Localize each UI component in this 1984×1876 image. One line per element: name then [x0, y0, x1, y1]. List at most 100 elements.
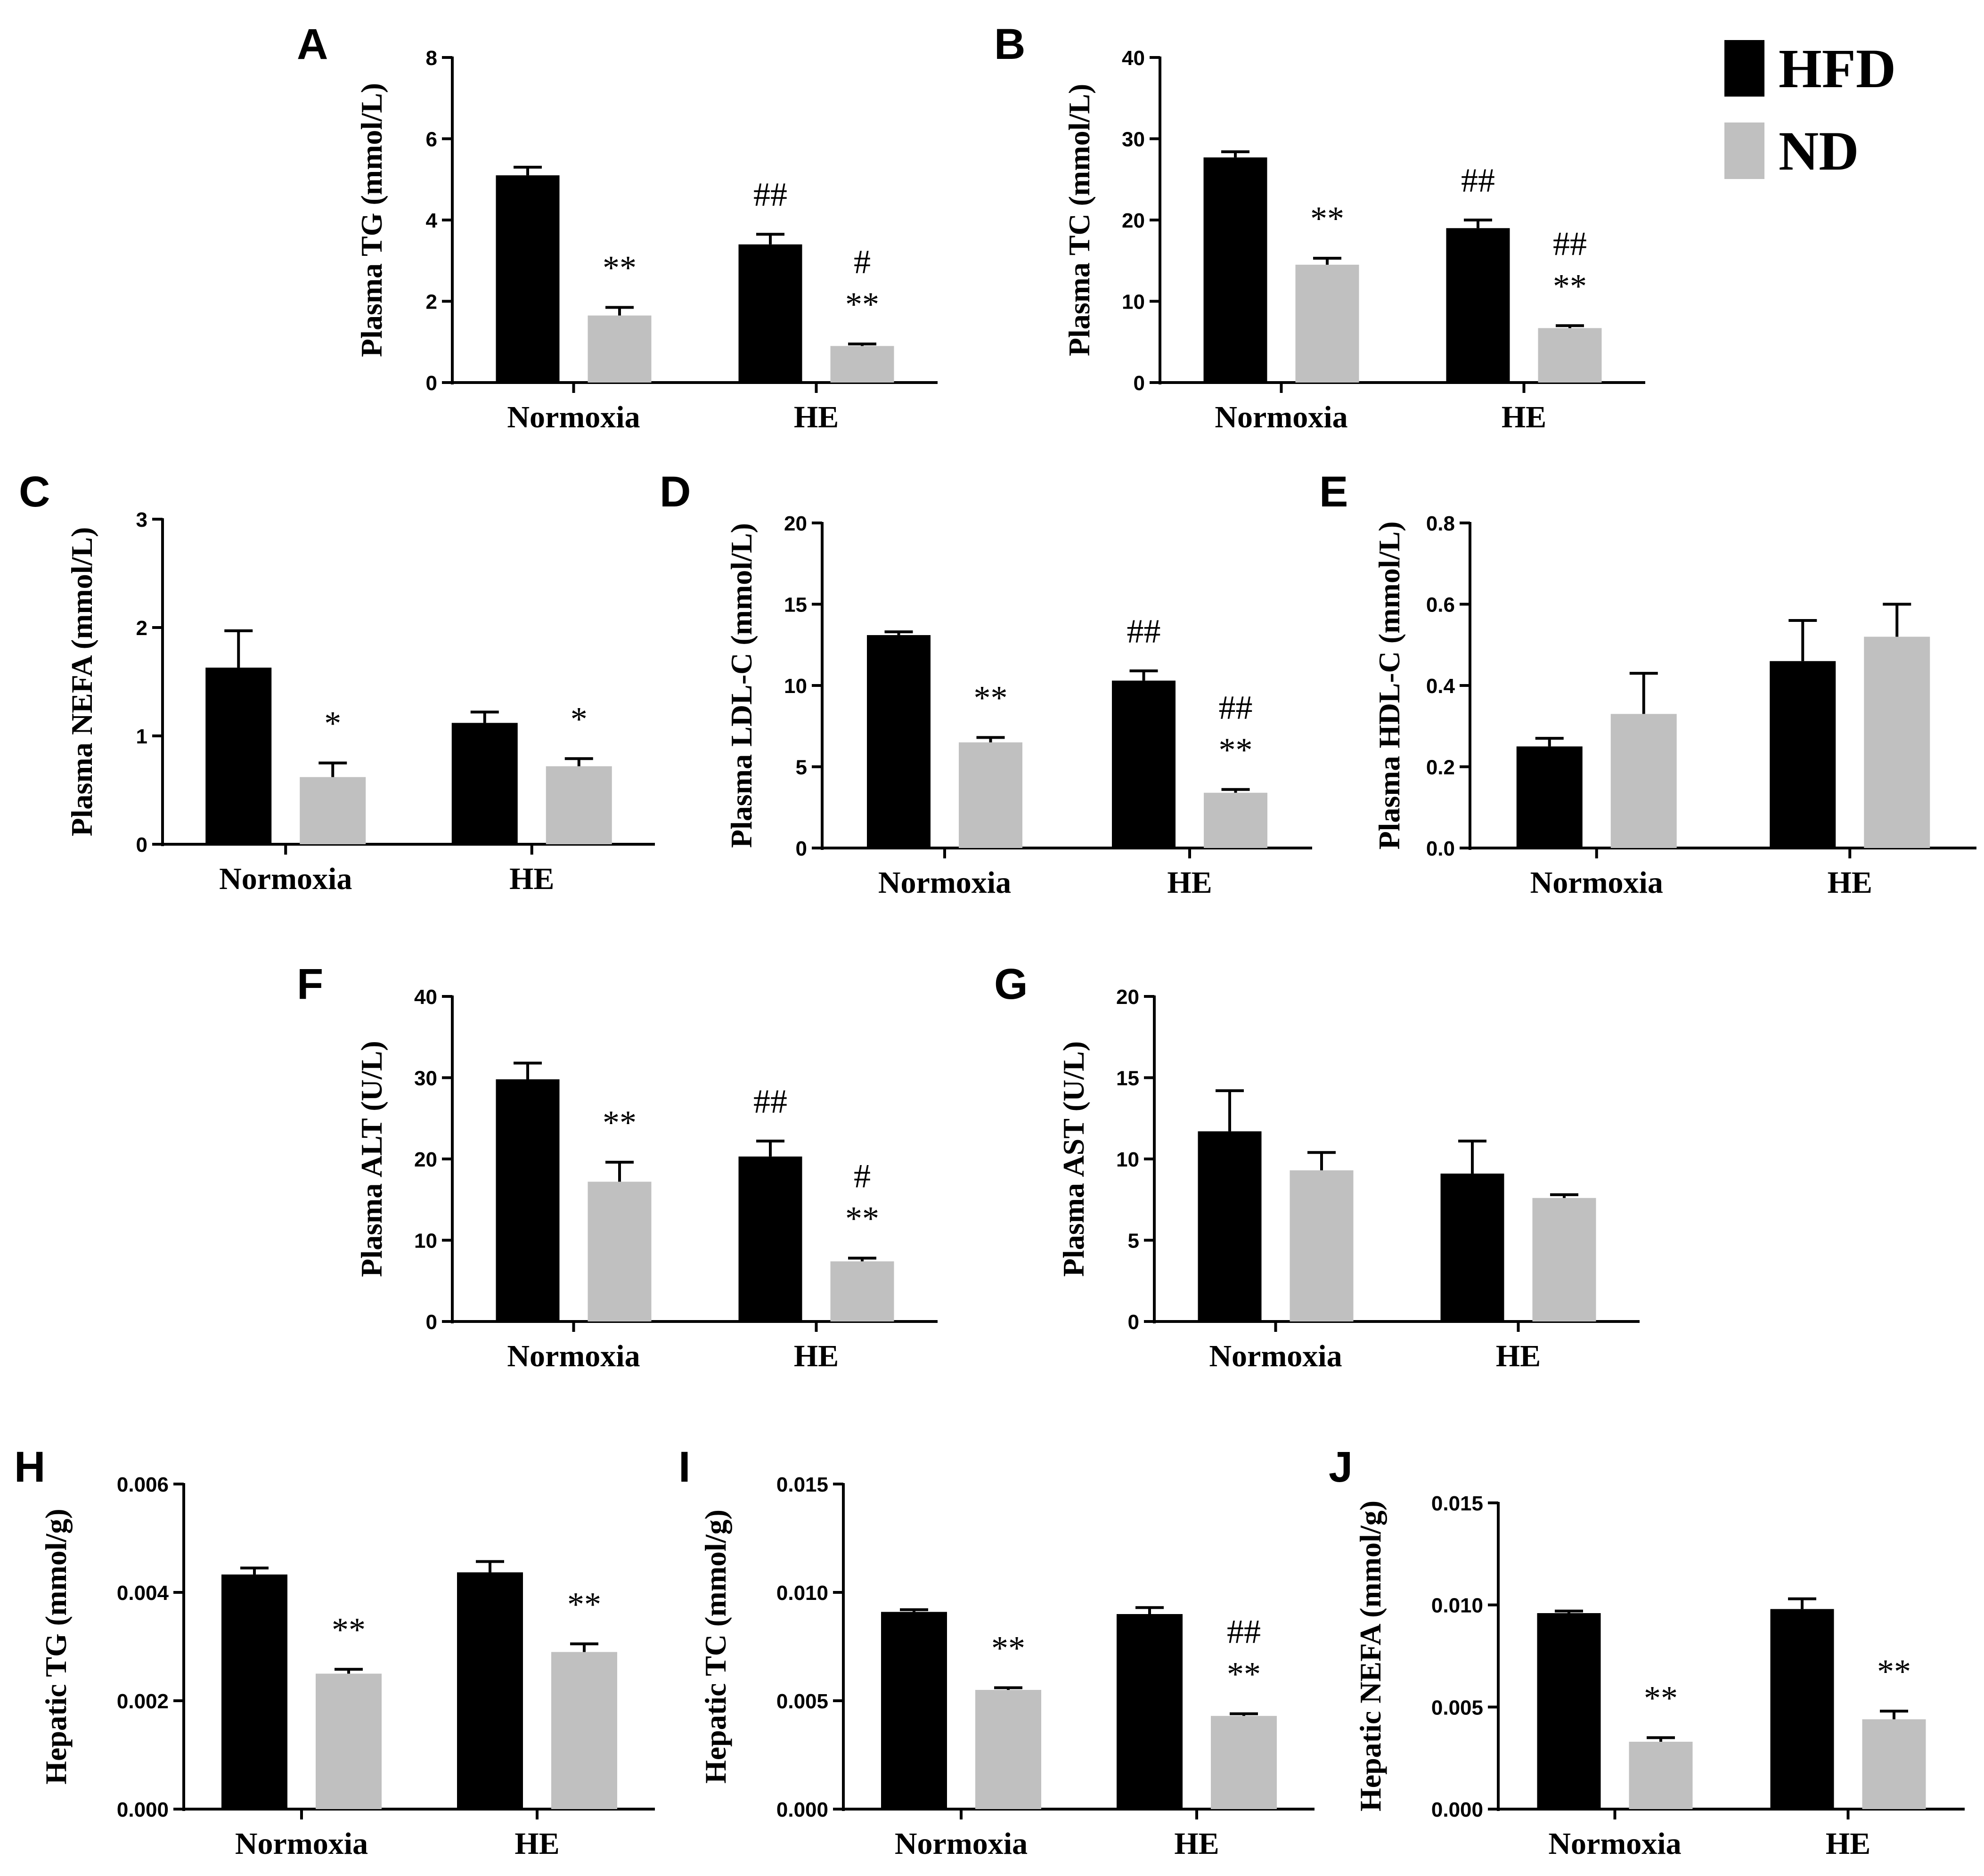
significance-label: **: [567, 1585, 601, 1623]
y-tick-label: 5: [1128, 1230, 1139, 1253]
y-tick-label: 0.6: [1426, 594, 1455, 617]
legend-swatch-nd: [1724, 122, 1764, 179]
panel-letter: G: [994, 960, 1028, 1008]
y-axis-label: Plasma TG (mmol/L): [355, 83, 388, 357]
significance-label: #: [854, 243, 871, 281]
bar: [1532, 1198, 1596, 1321]
y-tick-label: 0.010: [776, 1582, 828, 1605]
y-axis-label: Plasma HDL-C (mmol/L): [1372, 522, 1406, 850]
bar: [1862, 1719, 1926, 1809]
panel-c: C 0 1 2 3 Plasma NEFA (mmol/L) Normoxia * HE *: [19, 468, 655, 896]
y-tick-label: 0.006: [117, 1473, 169, 1496]
y-tick-label: 40: [414, 986, 437, 1009]
bar: [546, 766, 612, 844]
y-tick-label: 0: [796, 837, 807, 860]
y-tick-label: 0.000: [117, 1798, 169, 1821]
x-tick-label: Normoxia: [507, 1339, 640, 1373]
x-tick-label: Normoxia: [1209, 1339, 1342, 1373]
y-tick-label: 20: [414, 1148, 437, 1171]
x-tick-label: Normoxia: [1530, 865, 1663, 900]
bar: [1117, 1614, 1183, 1809]
y-tick-label: 4: [426, 209, 438, 232]
bar: [316, 1673, 382, 1809]
significance-label: **: [1219, 731, 1253, 769]
bar: [1446, 228, 1510, 383]
x-tick-label: HE: [794, 1339, 839, 1373]
bar: [300, 777, 366, 844]
y-axis-label: Plasma TC (mmol/L): [1062, 84, 1096, 356]
y-tick-label: 3: [136, 508, 147, 531]
bar: [457, 1572, 523, 1809]
x-tick-label: Normoxia: [235, 1827, 368, 1861]
legend-swatch-hfd: [1724, 40, 1764, 97]
x-tick-label: HE: [1496, 1339, 1541, 1373]
y-axis-label: Plasma AST (U/L): [1057, 1041, 1090, 1277]
significance-label: **: [603, 249, 637, 286]
bar: [1295, 264, 1359, 383]
bar: [588, 315, 652, 383]
bar: [1198, 1131, 1262, 1321]
x-tick-label: HE: [1167, 865, 1212, 900]
bar: [738, 1156, 802, 1321]
x-tick-label: Normoxia: [507, 400, 640, 434]
legend-label-hfd: HFD: [1779, 38, 1896, 99]
y-tick-label: 1: [136, 725, 147, 748]
bar: [1537, 1613, 1601, 1809]
y-tick-label: 2: [426, 291, 437, 314]
y-tick-label: 0: [1128, 1311, 1139, 1334]
y-tick-label: 20: [784, 512, 807, 535]
bar: [221, 1574, 287, 1809]
legend-label-nd: ND: [1779, 120, 1859, 182]
x-tick-label: HE: [509, 862, 554, 896]
y-tick-label: 10: [784, 675, 807, 698]
panel-d: D 0 5 10 15 20 Plasma LDL-C (mmol/L) Normoxia **…: [660, 468, 1312, 900]
bar: [1203, 157, 1267, 383]
bar: [830, 1261, 894, 1321]
bar: [1204, 792, 1267, 848]
y-tick-label: 0.010: [1431, 1594, 1483, 1617]
y-tick-label: 0: [1134, 372, 1145, 395]
bar: [881, 1612, 947, 1809]
y-tick-label: 2: [136, 617, 147, 640]
x-tick-label: Normoxia: [878, 865, 1011, 900]
x-tick-label: Normoxia: [1548, 1827, 1681, 1861]
y-tick-label: 0.8: [1426, 512, 1455, 535]
y-axis-label: Plasma LDL-C (mmol/L): [725, 523, 758, 848]
y-tick-label: 0.005: [776, 1690, 828, 1713]
bar: [1629, 1742, 1693, 1809]
significance-label: ##: [1553, 225, 1587, 262]
y-tick-label: 30: [1122, 128, 1145, 151]
significance-label: **: [991, 1629, 1025, 1667]
panel-letter: J: [1329, 1443, 1353, 1491]
bar: [1538, 328, 1602, 383]
x-tick-label: HE: [514, 1827, 559, 1861]
panel-letter: A: [297, 20, 328, 68]
significance-label: **: [1227, 1656, 1261, 1693]
significance-label: ##: [1219, 689, 1253, 726]
bar: [738, 244, 802, 383]
y-tick-label: 0.000: [1431, 1798, 1483, 1821]
y-axis-label: Hepatic NEFA (mmol/g): [1354, 1501, 1387, 1811]
significance-label: ##: [753, 1083, 787, 1120]
y-tick-label: 20: [1116, 986, 1139, 1009]
panel-h: H 0.000 0.002 0.004 0.006 Hepatic TG (mmol/g)…: [14, 1443, 655, 1861]
y-tick-label: 0: [136, 833, 147, 856]
panel-g: G 0 5 10 15 20 Plasma AST (U/L) Normoxia HE: [994, 960, 1640, 1373]
bar: [496, 175, 560, 383]
bar: [1610, 714, 1677, 848]
significance-label: #: [854, 1157, 871, 1195]
bar: [1290, 1170, 1354, 1321]
panel-letter: H: [14, 1443, 45, 1491]
significance-label: **: [845, 1199, 879, 1237]
x-tick-label: HE: [1828, 865, 1872, 900]
x-tick-label: Normoxia: [1215, 400, 1347, 434]
y-tick-label: 10: [1122, 291, 1145, 314]
y-tick-label: 10: [1116, 1148, 1139, 1171]
y-tick-label: 20: [1122, 209, 1145, 232]
bar: [451, 723, 518, 844]
y-tick-label: 0.2: [1426, 756, 1455, 779]
panel-j: J 0.000 0.005 0.010 0.015 Hepatic NEFA (mmol/…: [1329, 1443, 1965, 1861]
